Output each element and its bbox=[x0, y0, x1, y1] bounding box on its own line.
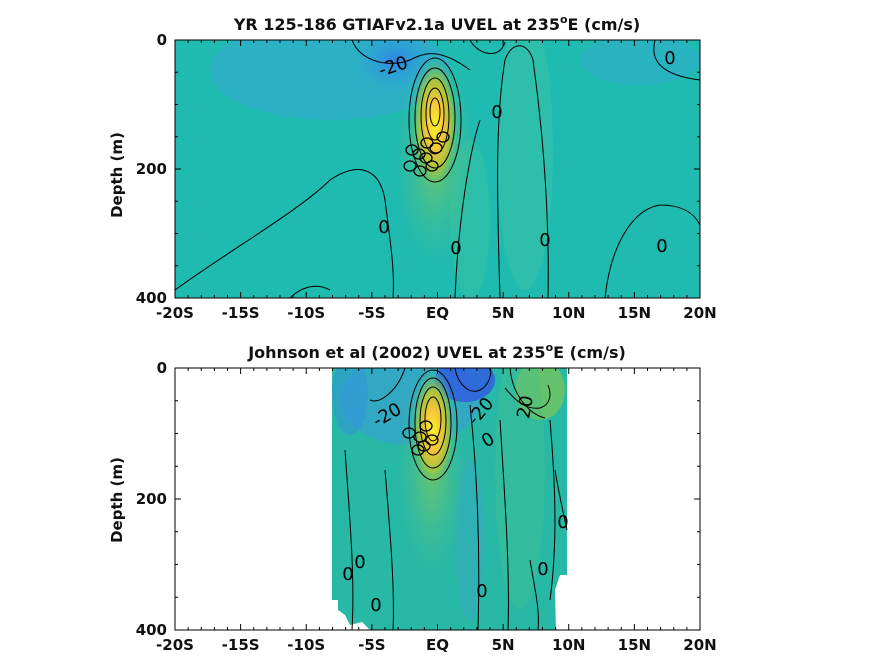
contour-label: 20 bbox=[513, 394, 538, 420]
y-tick-label: 200 bbox=[136, 490, 167, 508]
x-tick-label: EQ bbox=[426, 636, 449, 654]
panel-bottom-ylabel: Depth (m) bbox=[108, 457, 126, 543]
x-tick-label: -15S bbox=[222, 304, 260, 322]
y-tick-label: 0 bbox=[157, 31, 167, 49]
panel-top-ylabel: Depth (m) bbox=[108, 132, 126, 218]
panel-bottom-field bbox=[332, 368, 568, 630]
contour-label: 0 bbox=[557, 512, 568, 533]
contour-label: 0 bbox=[537, 559, 548, 580]
x-tick-label: EQ bbox=[426, 304, 449, 322]
contour-label: 0 bbox=[370, 595, 381, 616]
contour-label: 0 bbox=[656, 236, 667, 257]
panel-bottom: Johnson et al (2002) UVEL at 235oE (cm/s… bbox=[108, 341, 701, 631]
panel-top: YR 125-186 GTIAFv2.1a UVEL at 235oE (cm/… bbox=[108, 13, 701, 299]
contour-label: 0 bbox=[664, 48, 675, 69]
x-tick-label: -20S bbox=[156, 636, 194, 654]
contour-label: 0 bbox=[539, 230, 550, 251]
panel-top-westward-east bbox=[580, 40, 700, 85]
panel-bottom-undercurrent bbox=[411, 370, 455, 490]
x-tick-label: -20S bbox=[156, 304, 194, 322]
x-tick-label: -5S bbox=[358, 636, 385, 654]
panel-top-label-cluster bbox=[403, 131, 450, 177]
x-tick-label: 10N bbox=[552, 304, 585, 322]
x-tick-label: -10S bbox=[287, 636, 325, 654]
y-tick-label: 400 bbox=[136, 289, 167, 307]
panel-top-band-north bbox=[497, 40, 553, 290]
x-tick-label: -10S bbox=[287, 304, 325, 322]
x-tick-label: 5N bbox=[492, 636, 515, 654]
panel-bottom-westward-west bbox=[332, 368, 368, 435]
panel-top-field bbox=[175, 40, 700, 298]
x-tick-label: 15N bbox=[618, 304, 651, 322]
x-tick-label: 5N bbox=[492, 304, 515, 322]
x-tick-label: -15S bbox=[222, 636, 260, 654]
contour-label: 0 bbox=[491, 102, 502, 123]
panel-top-contours bbox=[175, 40, 700, 298]
y-tick-label: 0 bbox=[157, 359, 167, 377]
y-tick-label: 200 bbox=[136, 160, 167, 178]
panel-bottom-label-cluster bbox=[402, 420, 439, 456]
panel-bottom-title: Johnson et al (2002) UVEL at 235oE (cm/s… bbox=[247, 341, 626, 362]
panel-top-undercurrent bbox=[411, 57, 459, 193]
x-tick-label: 15N bbox=[618, 636, 651, 654]
contour-label: 0 bbox=[354, 552, 365, 573]
x-tick-label: 10N bbox=[552, 636, 585, 654]
x-tick-label: 20N bbox=[683, 636, 716, 654]
contour-label: 0 bbox=[378, 217, 389, 238]
contour-label: 0 bbox=[450, 238, 461, 259]
contour-label: 0 bbox=[476, 581, 487, 602]
x-tick-label: -5S bbox=[358, 304, 385, 322]
y-tick-label: 400 bbox=[136, 621, 167, 639]
panel-bottom-contours bbox=[344, 368, 568, 630]
panel-top-title: YR 125-186 GTIAFv2.1a UVEL at 235oE (cm/… bbox=[233, 13, 640, 34]
contour-label: 0 bbox=[342, 564, 353, 585]
x-tick-label: 20N bbox=[683, 304, 716, 322]
